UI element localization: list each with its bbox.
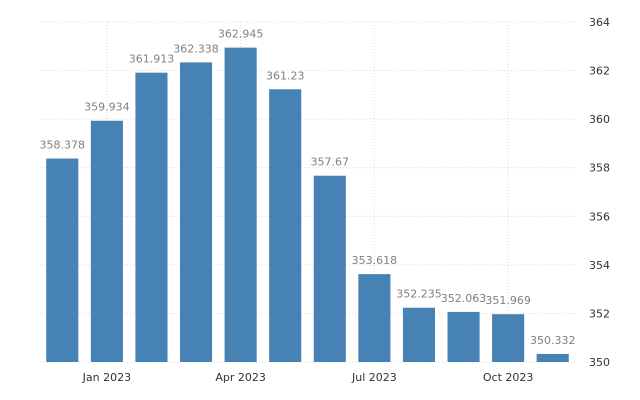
bar-value-label: 361.913 [129,53,175,66]
bar-value-label: 352.235 [396,288,442,301]
y-tick-label: 356 [589,210,610,223]
bar [179,62,213,363]
y-tick-label: 364 [589,16,610,29]
bar-value-label: 353.618 [352,254,398,267]
bar-value-label: 351.969 [485,294,531,307]
x-tick-label: Jul 2023 [351,371,397,384]
bar [402,307,436,362]
y-tick-label: 362 [589,65,610,78]
bar [224,47,257,362]
bar-value-label: 350.332 [530,334,576,347]
y-tick-label: 358 [589,162,610,175]
bars [46,47,569,363]
bar-value-label: 358.378 [40,139,86,152]
bar [269,89,302,363]
bar [135,72,168,362]
y-tick-label: 352 [589,307,610,320]
bar-value-label: 357.67 [311,156,350,169]
bar [90,120,123,362]
bar-value-label: 359.934 [84,101,130,114]
bar-value-label: 352.063 [441,292,487,305]
y-tick-label: 354 [589,259,610,272]
x-tick-label: Jan 2023 [82,371,131,384]
bar [358,274,391,362]
bar [313,175,346,362]
y-axis: 350 352 354 356 358 360 362 364 [589,16,610,369]
bar-value-label: 361.23 [266,69,305,82]
bar [492,314,525,362]
bar [46,158,79,362]
x-tick-label: Apr 2023 [215,371,266,384]
bar-value-label: 362.945 [218,28,264,41]
x-axis: Jan 2023 Apr 2023 Jul 2023 Oct 2023 [82,371,534,384]
bar [536,353,569,362]
y-tick-label: 350 [589,356,610,369]
x-tick-label: Oct 2023 [483,371,534,384]
y-tick-label: 360 [589,113,610,126]
grid [40,21,575,363]
bar [447,311,480,362]
bar-value-label: 362.338 [173,42,219,55]
